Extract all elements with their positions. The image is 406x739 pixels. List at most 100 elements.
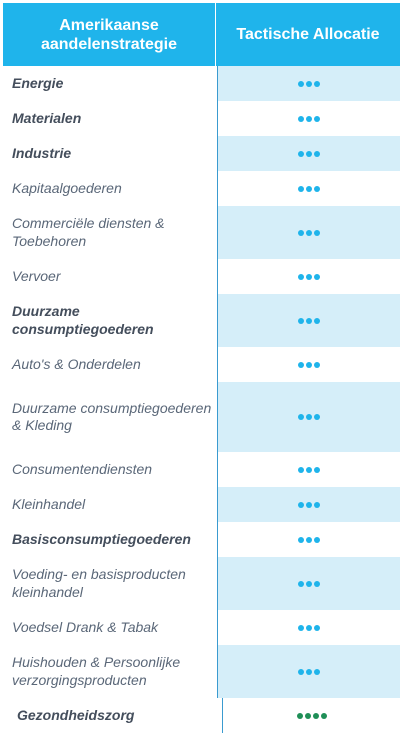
allocation-dot-icon (314, 536, 320, 543)
table-body: Energie Materialen Industrie Kapitaalgoeder… (3, 66, 400, 733)
allocation-cell (218, 610, 400, 645)
allocation-dot-icon (314, 624, 320, 631)
allocation-dot-icon (298, 414, 304, 420)
allocation-dots (298, 361, 320, 368)
allocation-dot-icon (304, 712, 311, 719)
allocation-dot-icon (312, 712, 319, 719)
allocation-dots (298, 229, 320, 236)
allocation-dots (298, 668, 320, 675)
allocation-dot-icon (298, 185, 304, 192)
table-row: Voeding- en basisproducten kleinhandel (3, 557, 400, 610)
allocation-dots (298, 185, 320, 192)
allocation-cell (218, 259, 400, 294)
table-row: Kapitaalgoederen (3, 171, 400, 206)
allocation-cell (218, 347, 400, 382)
sector-label: Voedsel Drank & Tabak (3, 610, 218, 645)
table-row: Duurzame consumptiegoederen & Kleding (3, 382, 400, 452)
allocation-dots (296, 712, 327, 719)
allocation-dot-icon (298, 150, 304, 157)
table-row: Commerciële diensten & Toebehoren (3, 206, 400, 259)
table-row: Gezondheidszorg (3, 698, 400, 733)
allocation-dots (298, 624, 320, 631)
allocation-dot-icon (314, 150, 320, 157)
allocation-dot-icon (298, 229, 304, 236)
allocation-dot-icon (306, 150, 312, 157)
allocation-cell (218, 645, 400, 698)
sector-label: Kleinhandel (3, 487, 218, 522)
table-header: Amerikaanse aandelenstrategie Tactische … (3, 3, 400, 66)
allocation-dot-icon (306, 668, 312, 675)
allocation-dot-icon (314, 414, 320, 420)
allocation-dots (298, 536, 320, 543)
sector-label: Duurzame consumptiegoederen (3, 294, 218, 347)
allocation-cell (218, 136, 400, 171)
table-row: Duurzame consumptiegoederen (3, 294, 400, 347)
sector-label: Materialen (3, 101, 218, 136)
allocation-dot-icon (314, 466, 320, 473)
table-row: Voedsel Drank & Tabak (3, 610, 400, 645)
allocation-dot-icon (298, 115, 304, 122)
allocation-dot-icon (306, 624, 312, 631)
table-row: Industrie (3, 136, 400, 171)
allocation-dots (298, 80, 320, 87)
table-row: Auto's & Onderdelen (3, 347, 400, 382)
allocation-dot-icon (314, 668, 320, 675)
table-row: Consumentendiensten (3, 452, 400, 487)
sector-label: Vervoer (3, 259, 218, 294)
allocation-dots (298, 466, 320, 473)
allocation-dot-icon (298, 580, 304, 587)
allocation-cell (218, 294, 400, 347)
allocation-cell (218, 171, 400, 206)
allocation-dots (298, 273, 320, 280)
header-allocation: Tactische Allocatie (236, 25, 380, 43)
table-row: Materialen (3, 101, 400, 136)
allocation-dots (298, 317, 320, 324)
allocation-dot-icon (314, 115, 320, 122)
allocation-cell (223, 698, 400, 733)
allocation-dot-icon (306, 414, 312, 420)
allocation-dot-icon (306, 229, 312, 236)
table-row: Kleinhandel (3, 487, 400, 522)
allocation-dots (298, 115, 320, 122)
allocation-dot-icon (314, 361, 320, 368)
table-row: Huishouden & Persoonlijke verzorgingspro… (3, 645, 400, 698)
allocation-dot-icon (298, 668, 304, 675)
sector-label: Voeding- en basisproducten kleinhandel (3, 557, 218, 610)
allocation-dot-icon (306, 115, 312, 122)
sector-label: Huishouden & Persoonlijke verzorgingspro… (3, 645, 218, 698)
allocation-dots (298, 501, 320, 508)
allocation-dot-icon (298, 466, 304, 473)
allocation-cell (218, 206, 400, 259)
sector-label: Gezondheidszorg (3, 698, 223, 733)
table-row: Basisconsumptiegoederen (3, 522, 400, 557)
allocation-dot-icon (298, 501, 304, 508)
allocation-cell (218, 66, 400, 101)
allocation-dot-icon (306, 466, 312, 473)
allocation-cell (218, 487, 400, 522)
allocation-dot-icon (320, 712, 327, 719)
allocation-dot-icon (306, 273, 312, 280)
allocation-dot-icon (306, 501, 312, 508)
allocation-dot-icon (306, 536, 312, 543)
allocation-dot-icon (314, 501, 320, 508)
allocation-dot-icon (296, 712, 303, 719)
allocation-table: Amerikaanse aandelenstrategie Tactische … (3, 3, 400, 733)
allocation-cell (218, 101, 400, 136)
allocation-dot-icon (306, 580, 312, 587)
allocation-dots (298, 414, 320, 420)
sector-label: Duurzame consumptiegoederen & Kleding (3, 382, 218, 452)
allocation-dot-icon (298, 80, 304, 87)
sector-label: Commerciële diensten & Toebehoren (3, 206, 218, 259)
allocation-cell (218, 452, 400, 487)
sector-label: Consumentendiensten (3, 452, 218, 487)
header-strategy: Amerikaanse aandelenstrategie (3, 3, 216, 66)
sector-label: Kapitaalgoederen (3, 171, 218, 206)
allocation-dot-icon (314, 580, 320, 587)
allocation-dots (298, 150, 320, 157)
sector-label: Basisconsumptiegoederen (3, 522, 218, 557)
allocation-dot-icon (298, 361, 304, 368)
allocation-dot-icon (306, 185, 312, 192)
allocation-dot-icon (314, 273, 320, 280)
sector-label: Energie (3, 66, 218, 101)
sector-label: Industrie (3, 136, 218, 171)
